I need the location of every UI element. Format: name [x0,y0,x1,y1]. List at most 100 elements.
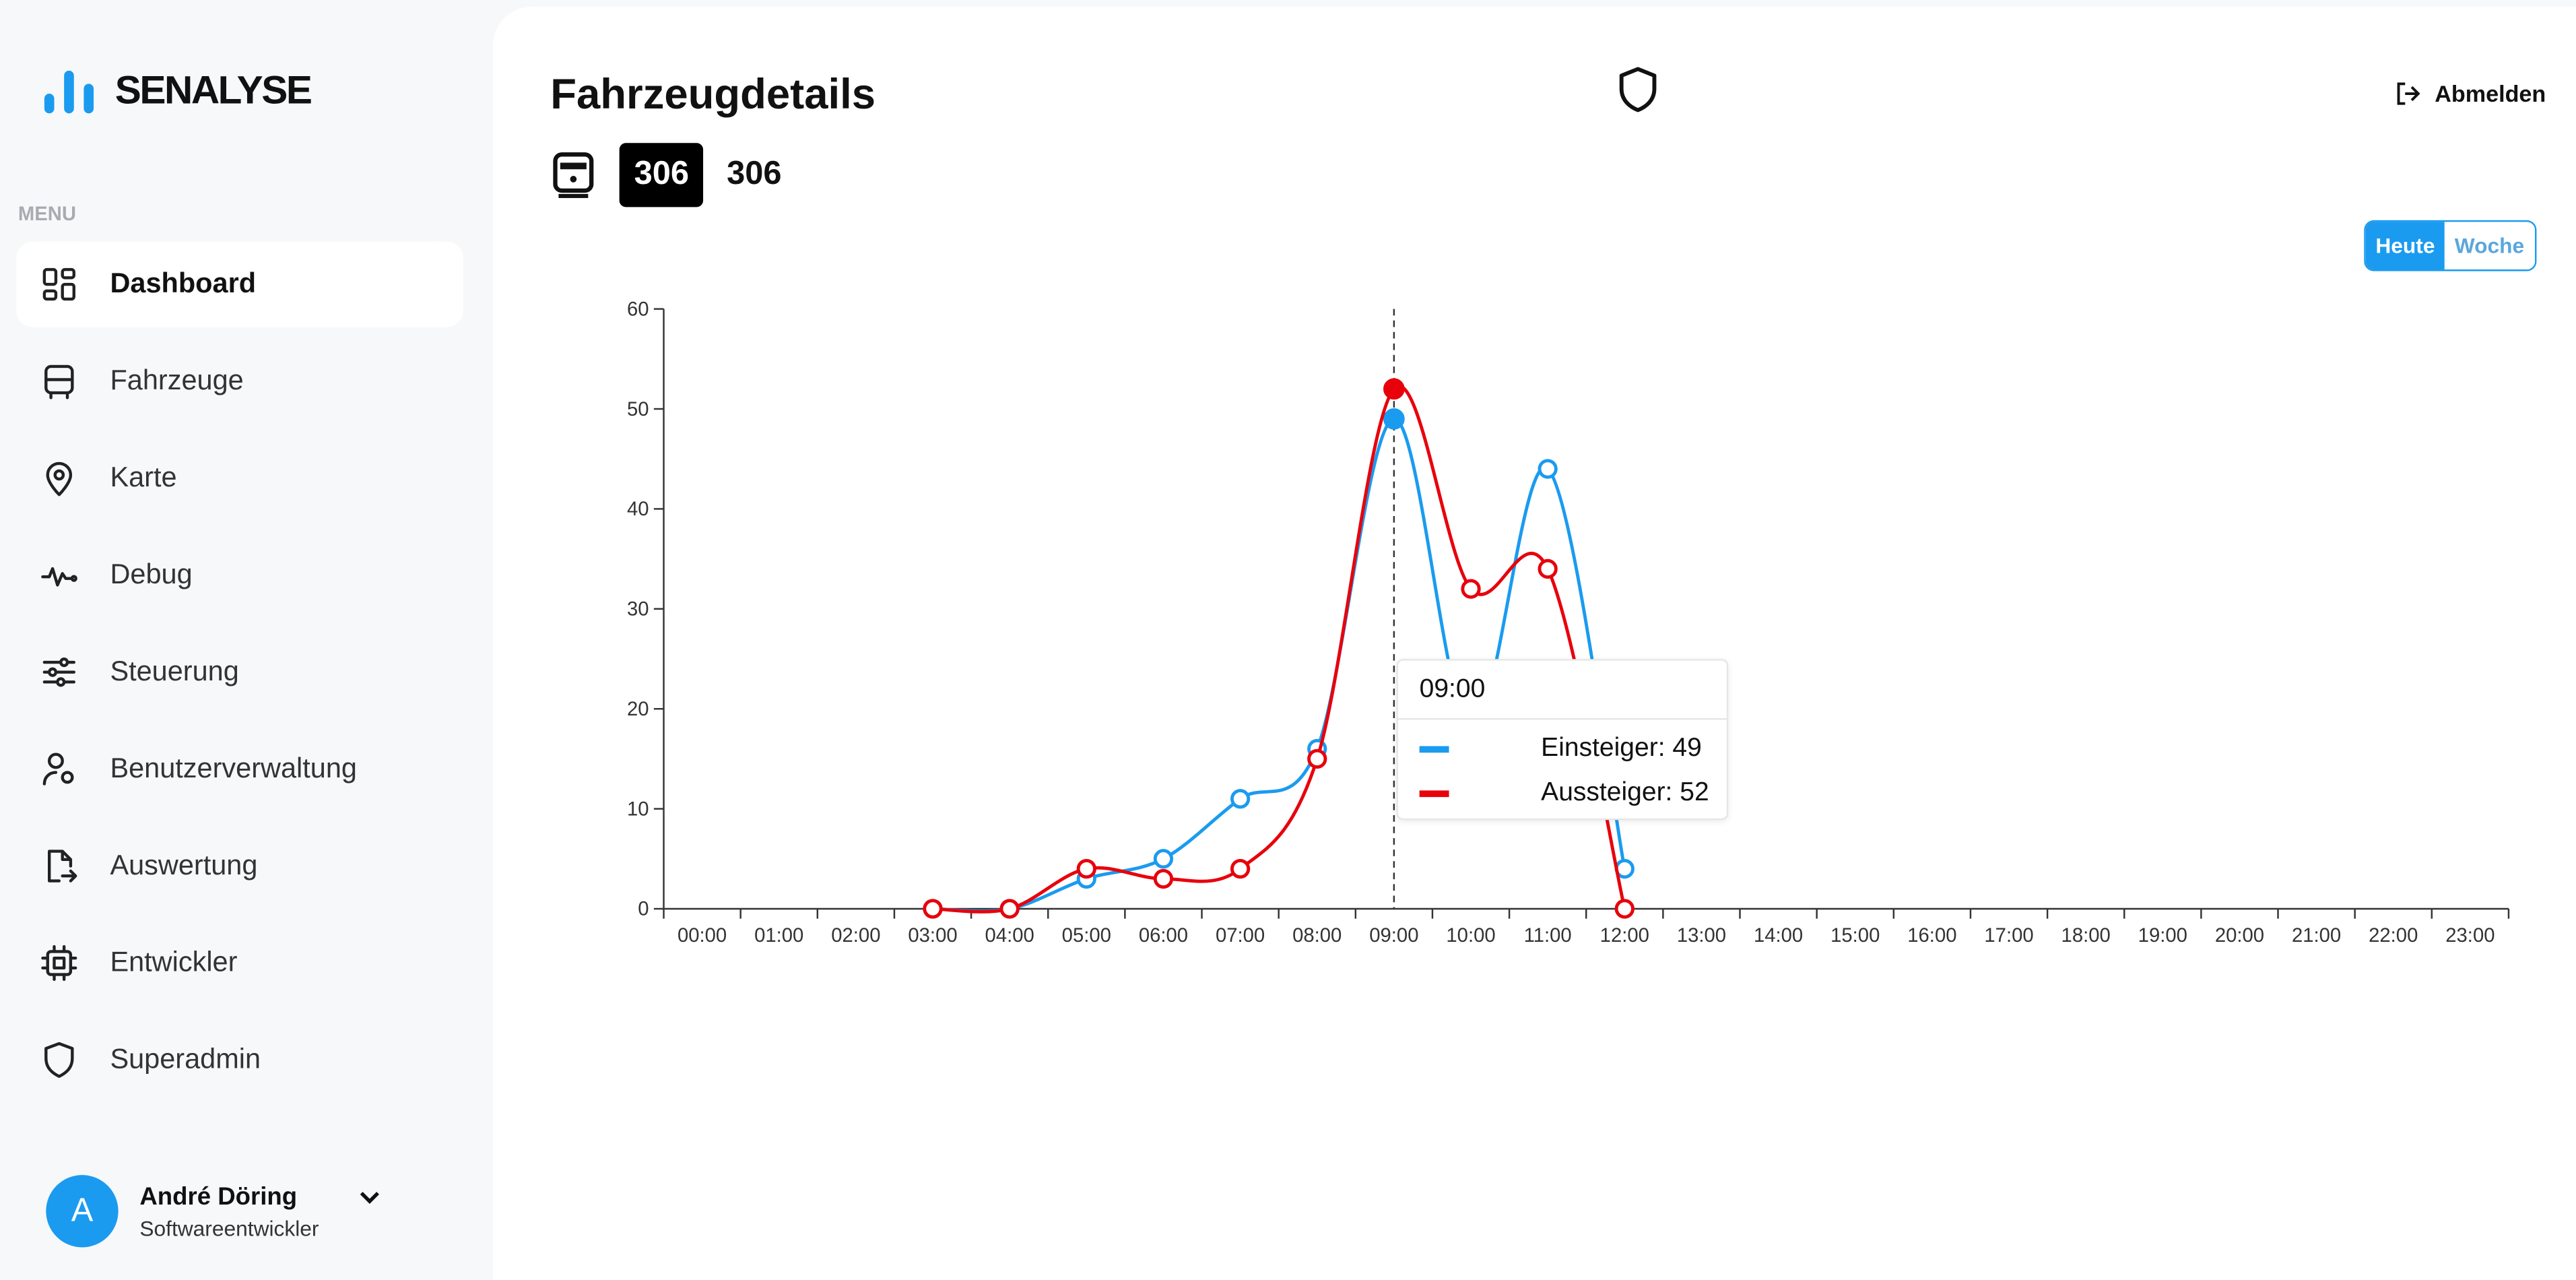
sidebar-item-karte[interactable]: Karte [16,435,463,521]
logout-button[interactable]: Abmelden [2396,81,2546,107]
data-point-aussteiger [1230,858,1251,879]
sidebar-item-debug[interactable]: Debug [16,532,463,618]
x-tick-label: 04:00 [985,925,1034,947]
x-tick-label: 22:00 [2369,925,2418,947]
y-tick-label: 0 [638,899,649,920]
x-tick-label: 18:00 [2061,925,2111,947]
sidebar-item-fahrzeuge[interactable]: Fahrzeuge [16,339,463,424]
sidebar-item-auswertung[interactable]: Auswertung [16,823,463,909]
sidebar-item-label: Karte [110,461,177,493]
data-point-aussteiger [1383,378,1405,400]
sidebar-item-label: Benutzerverwaltung [110,753,357,784]
logout-label: Abmelden [2435,80,2546,107]
data-point-aussteiger [1614,899,1634,919]
x-tick-label: 01:00 [754,925,803,947]
x-tick-label: 10:00 [1446,925,1495,947]
main-panel: Fahrzeugdetails Abmelden 306 306 Heute W… [492,6,2576,1280]
x-tick-label: 08:00 [1292,925,1342,947]
legend-swatch [1419,745,1449,753]
x-tick-label: 15:00 [1830,925,1880,947]
y-tick-label: 10 [627,798,649,820]
sidebar-item-superadmin[interactable]: Superadmin [16,1017,463,1103]
y-tick-label: 40 [627,499,649,520]
bus-icon [40,362,79,402]
sidebar-item-label: Fahrzeuge [110,364,244,396]
data-point-aussteiger [923,899,943,919]
user-gear-icon [40,749,79,789]
sidebar-item-label: Entwickler [110,947,238,978]
menu-label: MENU [18,202,77,226]
x-tick-label: 19:00 [2138,925,2187,947]
data-point-aussteiger [1076,858,1096,879]
sidebar-item-steuerung[interactable]: Steuerung [16,629,463,715]
logo-bars-icon [44,70,94,114]
chevron-down-icon[interactable] [358,1190,381,1206]
data-point-aussteiger [1461,579,1481,599]
dashboard-icon [40,265,79,305]
y-tick-label: 60 [627,298,649,320]
train-icon [553,151,594,197]
x-tick-label: 06:00 [1139,925,1188,947]
y-tick-label: 30 [627,599,649,620]
avatar: A [46,1175,119,1248]
sidebar-item-label: Steuerung [110,655,239,687]
toggle-woche[interactable]: Woche [2445,222,2534,270]
vehicle-badge: 306 [619,143,704,207]
user-menu[interactable]: A André Döring Softwareentwickler [46,1175,381,1248]
data-point-aussteiger [1538,558,1558,579]
y-tick-label: 50 [627,399,649,420]
x-tick-label: 17:00 [1984,925,2033,947]
tooltip-aussteiger: Aussteiger: 52 [1541,778,1709,806]
shield-icon [1619,67,1657,113]
vehicle-name: 306 [727,156,782,193]
data-point-einsteiger [1383,408,1405,430]
sidebar-item-label: Auswertung [110,850,258,881]
sidebar-item-label: Dashboard [110,267,257,299]
map-pin-icon [40,459,79,499]
x-tick-label: 03:00 [908,925,957,947]
line-chart: 0 10 20 30 40 50 60 00:00 01:00 02:00 03:00 04:00 05… [627,298,2510,947]
sidebar-nav: Dashboard Fahrzeuge Karte Debug Steuerung Ben… [16,241,463,1114]
x-tick-label: 07:00 [1216,925,1265,947]
cpu-icon [40,943,79,983]
tooltip-row-aussteiger: Aussteiger: 52 [1398,771,1727,815]
data-point-aussteiger [999,899,1020,919]
chart-tooltip: 09:00 Einsteiger: 49 Aussteiger: 52 [1396,659,1729,821]
data-point-einsteiger [1538,459,1558,479]
vehicle-header: 306 306 [550,143,782,207]
series-line-aussteiger [932,385,1626,914]
logo: SENALYSE [42,69,312,115]
sidebar-item-benutzerverwaltung[interactable]: Benutzerverwaltung [16,726,463,812]
activity-icon [40,556,79,596]
sidebar-item-label: Debug [110,558,193,590]
y-tick-label: 20 [627,699,649,720]
legend-swatch [1419,790,1449,796]
sidebar-item-label: Superadmin [110,1044,261,1075]
range-toggle: Heute Woche [2364,220,2536,271]
data-point-aussteiger [1307,748,1327,769]
toggle-heute[interactable]: Heute [2365,222,2445,270]
page-title: Fahrzeugdetails [550,69,876,119]
x-tick-label: 14:00 [1754,925,1803,947]
data-point-einsteiger [1230,789,1251,809]
data-point-einsteiger [1153,849,1174,869]
tooltip-time: 09:00 [1397,661,1727,720]
x-tick-label: 11:00 [1524,925,1572,947]
x-tick-label: 05:00 [1062,925,1111,947]
x-tick-label: 23:00 [2445,925,2495,947]
sidebar-item-entwickler[interactable]: Entwickler [16,920,463,1006]
sliders-icon [40,652,79,692]
user-name: André Döring [139,1182,298,1211]
sidebar-item-dashboard[interactable]: Dashboard [16,241,463,327]
tooltip-row-einsteiger: Einsteiger: 49 [1398,726,1727,771]
user-role: Softwareentwickler [139,1215,319,1240]
data-point-aussteiger [1153,868,1174,889]
file-export-icon [40,846,79,886]
logout-icon [2397,82,2420,105]
x-tick-label: 02:00 [831,925,880,947]
shield-icon [40,1040,79,1080]
x-tick-label: 09:00 [1369,925,1418,947]
x-tick-label: 12:00 [1600,925,1649,947]
x-tick-label: 00:00 [678,925,727,947]
